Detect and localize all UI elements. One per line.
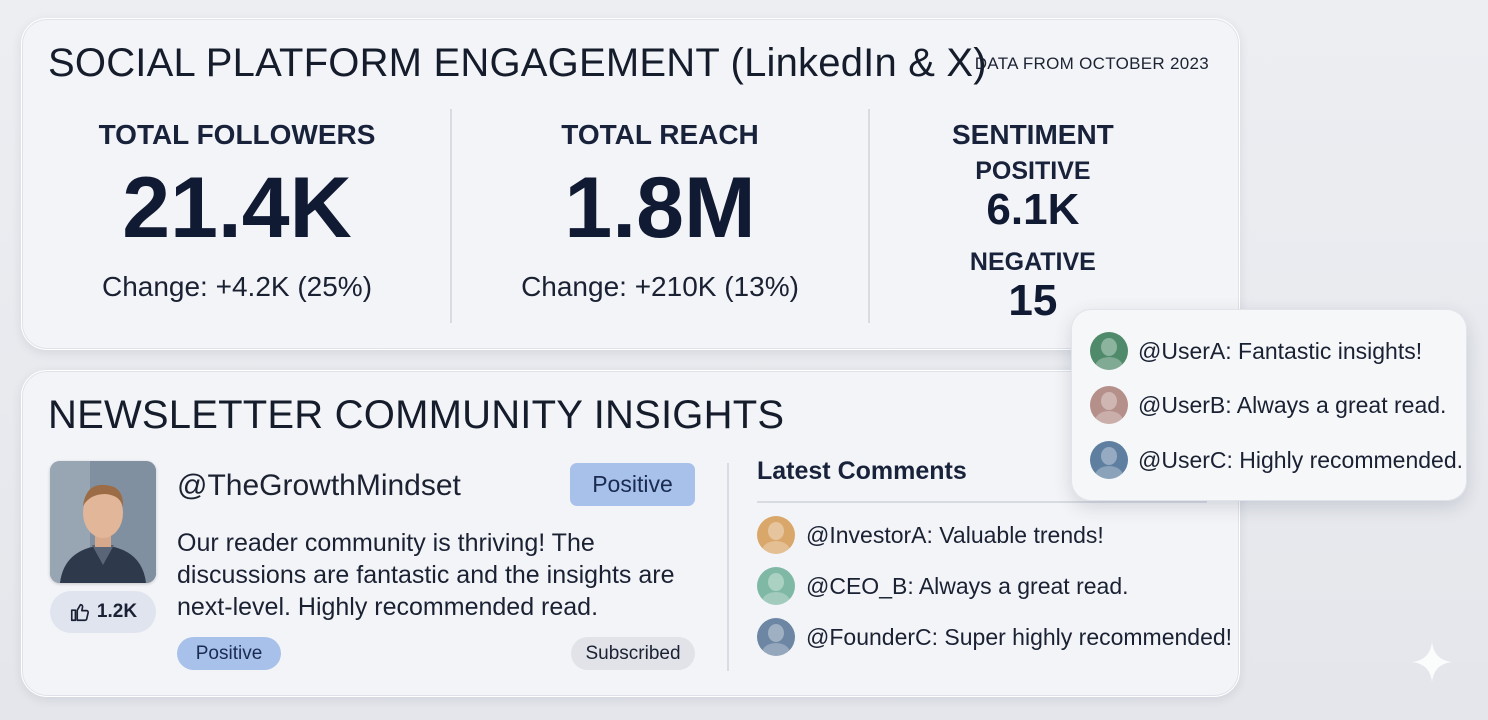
comment-text: @InvestorA: Valuable trends!: [806, 521, 1104, 548]
positive-value: 6.1K: [986, 185, 1080, 234]
popup-comment-text: @UserA: Fantastic insights!: [1138, 337, 1423, 364]
thumbs-up-icon: [70, 603, 89, 622]
negative-value: 15: [1008, 276, 1058, 325]
likes-button[interactable]: 1.2K: [50, 591, 156, 633]
total-reach-metric: TOTAL REACH 1.8M Change: +210K (13%): [500, 119, 820, 303]
positive-label: POSITIVE: [975, 157, 1091, 185]
sentiment-title: SENTIMENT: [952, 119, 1114, 150]
avatar: [1090, 441, 1128, 479]
total-reach-value: 1.8M: [564, 160, 756, 256]
sentiment-metric: SENTIMENT POSITIVE 6.1K NEGATIVE 15: [952, 119, 1114, 323]
engagement-title: SOCIAL PLATFORM ENGAGEMENT (LinkedIn & X…: [48, 41, 987, 85]
newsletter-insights-card: NEWSLETTER COMMUNITY INSIGHTS 1.2K @TheG…: [21, 370, 1240, 697]
person-photo-icon: [50, 461, 156, 583]
avatar: [757, 618, 795, 656]
comment-item[interactable]: @InvestorA: Valuable trends!: [757, 516, 1104, 554]
divider: [450, 109, 452, 323]
popup-comment-text: @UserC: Highly recommended.: [1138, 446, 1464, 473]
popup-comment-text: @UserB: Always a great read.: [1138, 391, 1447, 418]
sentiment-chip: Positive: [570, 463, 695, 506]
total-followers-value: 21.4K: [122, 160, 352, 256]
social-engagement-card: SOCIAL PLATFORM ENGAGEMENT (LinkedIn & X…: [21, 18, 1240, 350]
sparkle-icon: [1412, 642, 1452, 682]
avatar: [1090, 332, 1128, 370]
comment-item[interactable]: @FounderC: Super highly recommended!: [757, 618, 1232, 656]
subscribed-button[interactable]: Subscribed: [571, 637, 695, 670]
comment-text: @FounderC: Super highly recommended!: [806, 623, 1233, 650]
popup-comment-item[interactable]: @UserA: Fantastic insights!: [1090, 332, 1422, 370]
newsletter-title: NEWSLETTER COMMUNITY INSIGHTS: [48, 393, 785, 437]
divider: [727, 463, 729, 671]
likes-count: 1.2K: [96, 601, 138, 622]
total-followers-change: Change: +4.2K (25%): [101, 271, 373, 302]
popup-comment-item[interactable]: @UserB: Always a great read.: [1090, 386, 1446, 424]
total-reach-change: Change: +210K (13%): [521, 271, 799, 302]
post-text: Our reader community is thriving! The di…: [177, 529, 675, 621]
profile-photo: [50, 461, 156, 583]
total-reach-label: TOTAL REACH: [561, 119, 759, 150]
negative-label: NEGATIVE: [969, 248, 1096, 276]
comment-item[interactable]: @CEO_B: Always a great read.: [757, 567, 1129, 605]
divider: [868, 109, 870, 323]
avatar: [1090, 386, 1128, 424]
latest-comments-title: Latest Comments: [757, 457, 967, 485]
popup-comment-item[interactable]: @UserC: Highly recommended.: [1090, 441, 1463, 479]
divider: [757, 501, 1207, 503]
date-note: DATA FROM OCTOBER 2023: [974, 54, 1209, 73]
author-handle[interactable]: @TheGrowthMindset: [177, 469, 461, 502]
avatar: [757, 567, 795, 605]
comments-popup: @UserA: Fantastic insights! @UserB: Alwa…: [1071, 309, 1467, 501]
comment-text: @CEO_B: Always a great read.: [806, 572, 1129, 599]
positive-tag[interactable]: Positive: [177, 637, 281, 670]
total-followers-metric: TOTAL FOLLOWERS 21.4K Change: +4.2K (25%…: [92, 119, 382, 303]
total-followers-label: TOTAL FOLLOWERS: [98, 119, 376, 150]
avatar: [757, 516, 795, 554]
